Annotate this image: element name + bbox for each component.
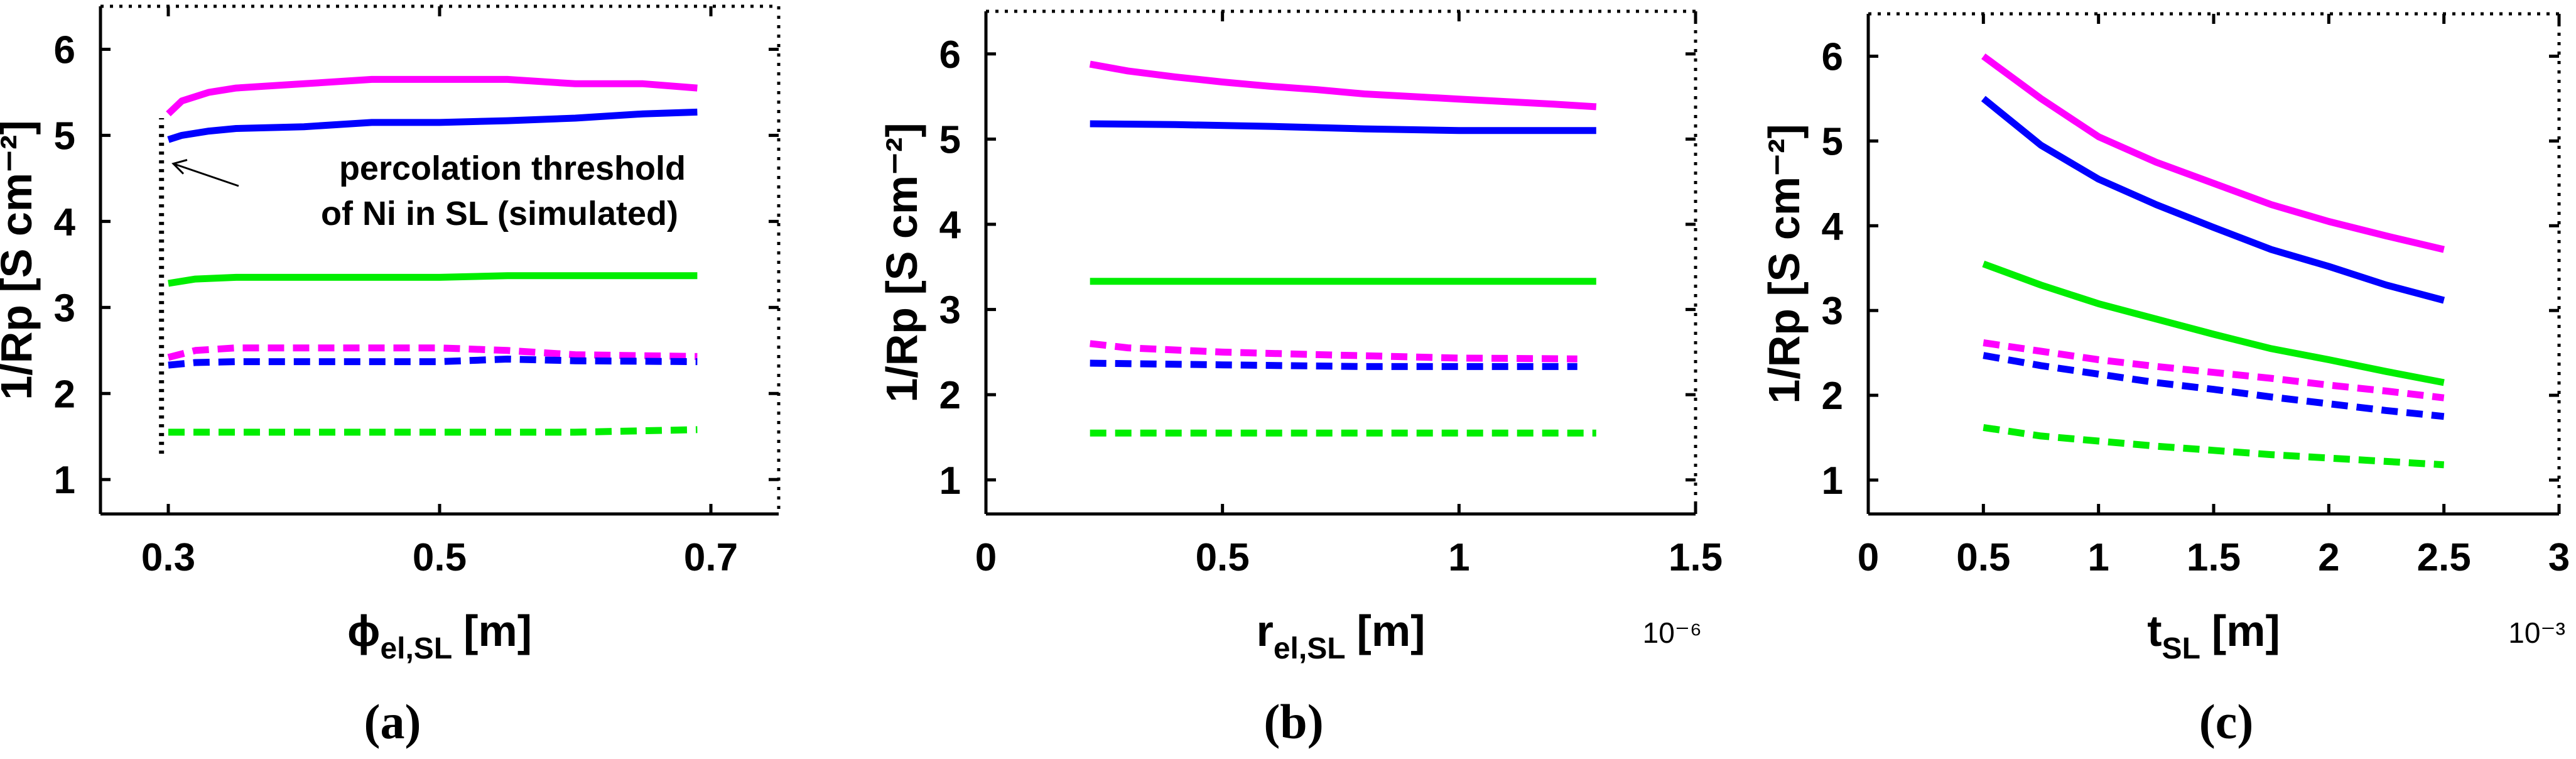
y-tick-label: 6: [1822, 35, 1843, 79]
y-tick-label: 4: [54, 200, 76, 244]
series-magenta-dashed: [1090, 340, 1578, 363]
caption-open: (: [364, 694, 381, 749]
panel-caption: (a): [364, 694, 421, 749]
x-axis-label-main: ϕ: [347, 606, 380, 655]
x-axis-label-sub: el,SL: [380, 632, 452, 665]
y-tick-label: 1: [54, 459, 75, 502]
x-tick-label: 0.5: [1956, 536, 2010, 579]
y-tick-label: 5: [1822, 120, 1843, 163]
series-blue-solid: [167, 108, 698, 143]
panel-c: 1 2 3 4 5 6 0 0.5 1 1.5 2 2.5 3 1/Rp [S cm⁻²] tSL [m] 10…: [1760, 12, 2570, 749]
x-tick-label: 1: [1448, 536, 1469, 579]
panel-b: 1 2 3 4 5 6 0 0.5 1 1.5 1/Rp [S cm⁻²] rel,SL [m] 10⁻⁶…: [877, 9, 1723, 749]
caption-open: (: [2199, 694, 2216, 749]
x-tick-label: 0: [975, 536, 997, 579]
series-magenta-dashed: [1983, 339, 2445, 401]
y-tick-label: 1: [939, 459, 961, 503]
series-blue-solid: [1090, 120, 1596, 134]
series-magenta-solid: [166, 75, 698, 117]
panel-a: 1 2 3 4 5 6 0.3 0.5 0.7 1/Rp [S cm⁻²] ϕel,SL [m] (a)…: [0, 4, 781, 749]
y-tick-label: 1: [1822, 459, 1843, 503]
x-tick-label: 1.5: [2187, 536, 2241, 579]
x-tick-label: 1: [2087, 536, 2109, 579]
x-axis-label-sub: SL: [2162, 632, 2200, 665]
y-tick-label: 6: [939, 33, 961, 77]
x-tick-label: 0.5: [1196, 536, 1250, 579]
panel-caption: (b): [1264, 694, 1323, 749]
series-magenta-dashed: [167, 344, 698, 361]
x-tick-label: 0.7: [684, 536, 738, 579]
x-tick-label: 3: [2548, 536, 2570, 579]
annotation-arrowhead: [171, 159, 188, 175]
y-axis-label: 1/Rp [S cm⁻²]: [0, 120, 41, 400]
x-axis-label: tSL [m]: [2147, 606, 2280, 665]
x-tick-label: 0: [1858, 536, 1879, 579]
y-tick-label: 3: [54, 287, 75, 330]
series-green-solid: [168, 272, 698, 287]
y-tick-label: 6: [54, 28, 75, 72]
x-axis-label-main: r: [1257, 606, 1274, 655]
series-blue-dashed: [168, 356, 698, 369]
x-tick-label: 2: [2318, 536, 2339, 579]
series-blue-dashed: [1983, 352, 2445, 420]
y-tick-label: 2: [939, 374, 961, 417]
y-tick-label: 3: [1822, 290, 1843, 333]
y-tick-label: 4: [939, 204, 961, 247]
caption-open: (: [1264, 694, 1280, 749]
annotation-arrow: [173, 163, 239, 187]
annotation-line-2: of Ni in SL (simulated): [321, 195, 678, 232]
x-tick-label: 0.3: [141, 536, 195, 579]
x-axis-label-unit: [m]: [2212, 606, 2280, 655]
y-tick-label: 2: [1822, 374, 1843, 418]
caption-close: ): [405, 694, 421, 749]
series-blue-solid: [1981, 96, 2445, 304]
y-tick-label: 2: [54, 373, 75, 416]
caption-letter: a: [381, 694, 405, 749]
x-axis-label: ϕel,SL [m]: [347, 606, 532, 665]
x-axis-label-unit: [m]: [463, 606, 532, 655]
y-tick-label: 5: [54, 114, 75, 158]
x-tick-label: 2.5: [2417, 536, 2471, 579]
series-blue-dashed: [1090, 359, 1578, 370]
caption-close: ): [2237, 694, 2253, 749]
caption-letter: c: [2216, 694, 2238, 749]
y-tick-label: 4: [1822, 205, 1844, 248]
annotation-line-1: percolation threshold: [339, 150, 686, 187]
y-tick-label: 5: [939, 118, 961, 161]
x-axis-multiplier: 10⁻³: [2508, 616, 2565, 649]
series-green-solid: [1982, 260, 2445, 386]
panel-caption: (c): [2199, 694, 2254, 749]
y-tick-label: 3: [939, 289, 961, 332]
x-axis-label: rel,SL [m]: [1257, 606, 1426, 665]
x-axis-multiplier: 10⁻⁶: [1643, 616, 1702, 649]
series-magenta-solid: [1981, 53, 2445, 253]
caption-close: ): [1307, 694, 1324, 749]
series-green-dashed: [1983, 423, 2445, 469]
y-axis-label: 1/Rp [S cm⁻²]: [1760, 124, 1809, 403]
caption-letter: b: [1280, 694, 1307, 749]
y-axis-label: 1/Rp [S cm⁻²]: [877, 123, 926, 402]
x-axis-label-unit: [m]: [1357, 606, 1426, 655]
series-magenta-solid: [1089, 60, 1597, 111]
x-axis-label-sub: el,SL: [1274, 632, 1346, 665]
x-tick-label: 1.5: [1669, 536, 1723, 579]
x-axis-label-main: t: [2147, 606, 2162, 655]
series-green-dashed: [168, 426, 698, 436]
x-tick-label: 0.5: [413, 536, 467, 579]
